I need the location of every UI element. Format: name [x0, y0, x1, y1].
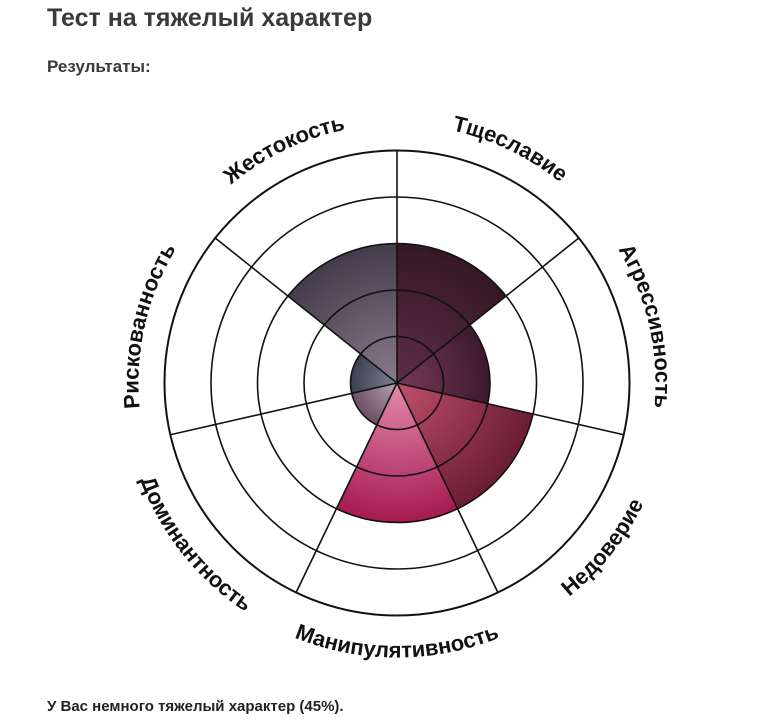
grid-spoke-4: [396, 382, 499, 593]
category-label-1: Тщеславие: [451, 111, 573, 187]
sector-1: [397, 243, 507, 383]
category-label-7: Жестокость: [218, 110, 347, 189]
grid-spoke-3: [396, 382, 624, 436]
grid-layer: [163, 149, 631, 617]
grid-spoke-7: [214, 237, 398, 384]
sector-6: [350, 354, 397, 394]
grid-spoke-2: [396, 237, 580, 384]
category-label-5: Доминантность: [135, 472, 256, 616]
results-heading: Результаты:: [47, 57, 151, 76]
category-label-2: Агрессивность: [614, 239, 676, 409]
category-label-4: Манипулятивность: [292, 619, 501, 663]
sector-2: [397, 325, 491, 404]
sector-7: [287, 243, 397, 383]
grid-spoke-6: [170, 382, 398, 436]
page-title: Тест на тяжелый характер: [47, 4, 373, 32]
result-text: У Вас немного тяжелый характер (45%).: [47, 698, 344, 715]
sector-4: [336, 383, 458, 523]
grid-spoke-5: [295, 382, 398, 593]
category-label-3: Недоверие: [556, 494, 648, 600]
